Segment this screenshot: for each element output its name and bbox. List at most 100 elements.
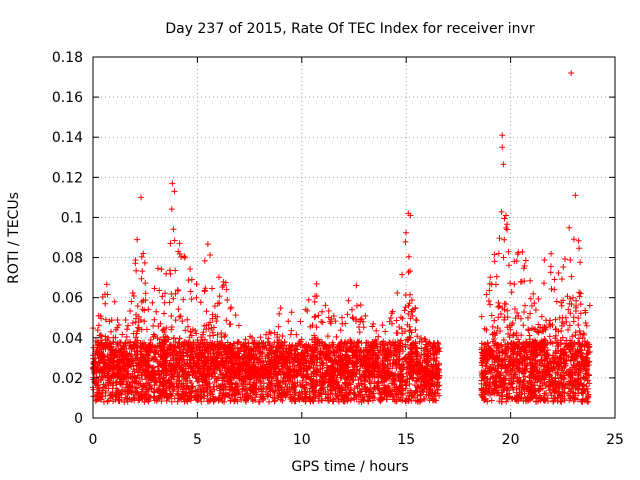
data-point	[325, 307, 332, 314]
data-point	[133, 267, 140, 274]
data-point	[223, 317, 230, 324]
data-point	[293, 331, 300, 338]
data-point	[224, 297, 231, 304]
data-point	[128, 298, 135, 305]
data-point	[353, 282, 360, 289]
data-point	[408, 297, 415, 304]
data-point	[163, 324, 170, 331]
data-point	[170, 376, 177, 383]
data-point	[409, 375, 416, 382]
data-point	[125, 322, 132, 329]
data-point	[347, 381, 354, 388]
data-point	[115, 322, 122, 329]
data-point	[413, 356, 420, 363]
data-point	[405, 253, 412, 260]
data-point	[185, 277, 192, 284]
data-point	[187, 288, 194, 295]
data-point	[406, 300, 413, 307]
data-point	[333, 333, 340, 340]
data-point	[279, 397, 286, 404]
data-point	[172, 290, 179, 297]
chart-title: Day 237 of 2015, Rate Of TEC Index for r…	[165, 21, 534, 37]
data-point	[405, 311, 412, 318]
data-point	[153, 308, 160, 315]
data-point	[408, 329, 415, 336]
data-point	[103, 281, 110, 288]
data-point	[390, 381, 397, 388]
data-point	[300, 382, 307, 389]
data-point	[114, 316, 121, 323]
data-point	[357, 301, 364, 308]
data-point	[287, 331, 294, 338]
data-point	[407, 334, 414, 341]
data-point	[163, 365, 170, 372]
data-point	[231, 397, 238, 404]
data-point	[405, 302, 412, 309]
data-point	[387, 315, 394, 322]
data-point	[157, 336, 164, 343]
data-point	[141, 307, 148, 314]
data-point	[194, 397, 201, 404]
data-point	[413, 317, 420, 324]
data-point	[180, 296, 187, 303]
data-point	[184, 323, 191, 330]
data-point	[162, 290, 169, 297]
data-point	[179, 318, 186, 325]
data-point	[401, 307, 408, 314]
data-point	[312, 293, 319, 300]
data-point	[181, 253, 188, 260]
data-point	[134, 236, 141, 243]
data-point	[116, 397, 123, 404]
data-point	[167, 240, 174, 247]
data-point	[227, 397, 234, 404]
data-point	[393, 317, 400, 324]
data-point	[137, 317, 144, 324]
data-point	[123, 326, 130, 333]
data-point	[349, 314, 356, 321]
data-point	[130, 293, 137, 300]
data-point	[168, 398, 175, 405]
data-point	[277, 305, 284, 312]
data-point	[404, 336, 411, 343]
data-point	[375, 333, 382, 340]
data-point	[175, 287, 182, 294]
data-point	[412, 326, 419, 333]
data-point	[266, 340, 273, 347]
data-point	[389, 369, 396, 376]
data-point	[188, 379, 195, 386]
data-point	[386, 375, 393, 382]
data-point	[201, 287, 208, 294]
data-point	[362, 312, 369, 319]
data-point	[227, 321, 234, 328]
data-point	[405, 369, 412, 376]
data-point	[414, 352, 421, 359]
data-point	[95, 322, 102, 329]
data-point	[97, 345, 104, 352]
data-point	[143, 326, 150, 333]
data-point	[345, 297, 352, 304]
data-point	[127, 308, 134, 315]
data-point	[270, 343, 277, 350]
data-points	[90, 70, 593, 405]
data-point	[168, 206, 175, 213]
data-point	[332, 318, 339, 325]
data-point	[188, 296, 195, 303]
data-point	[170, 226, 177, 233]
data-point	[409, 312, 416, 319]
data-point	[358, 339, 365, 346]
data-point	[124, 398, 131, 405]
data-point	[343, 339, 349, 346]
data-point	[142, 290, 149, 297]
data-point	[266, 398, 273, 405]
data-point	[214, 331, 221, 338]
data-point	[210, 324, 217, 331]
data-point	[235, 322, 242, 329]
data-point	[417, 355, 424, 362]
data-point	[338, 314, 345, 321]
data-point	[397, 314, 404, 321]
data-point	[263, 331, 270, 338]
data-point	[122, 317, 129, 324]
data-point	[197, 299, 204, 306]
